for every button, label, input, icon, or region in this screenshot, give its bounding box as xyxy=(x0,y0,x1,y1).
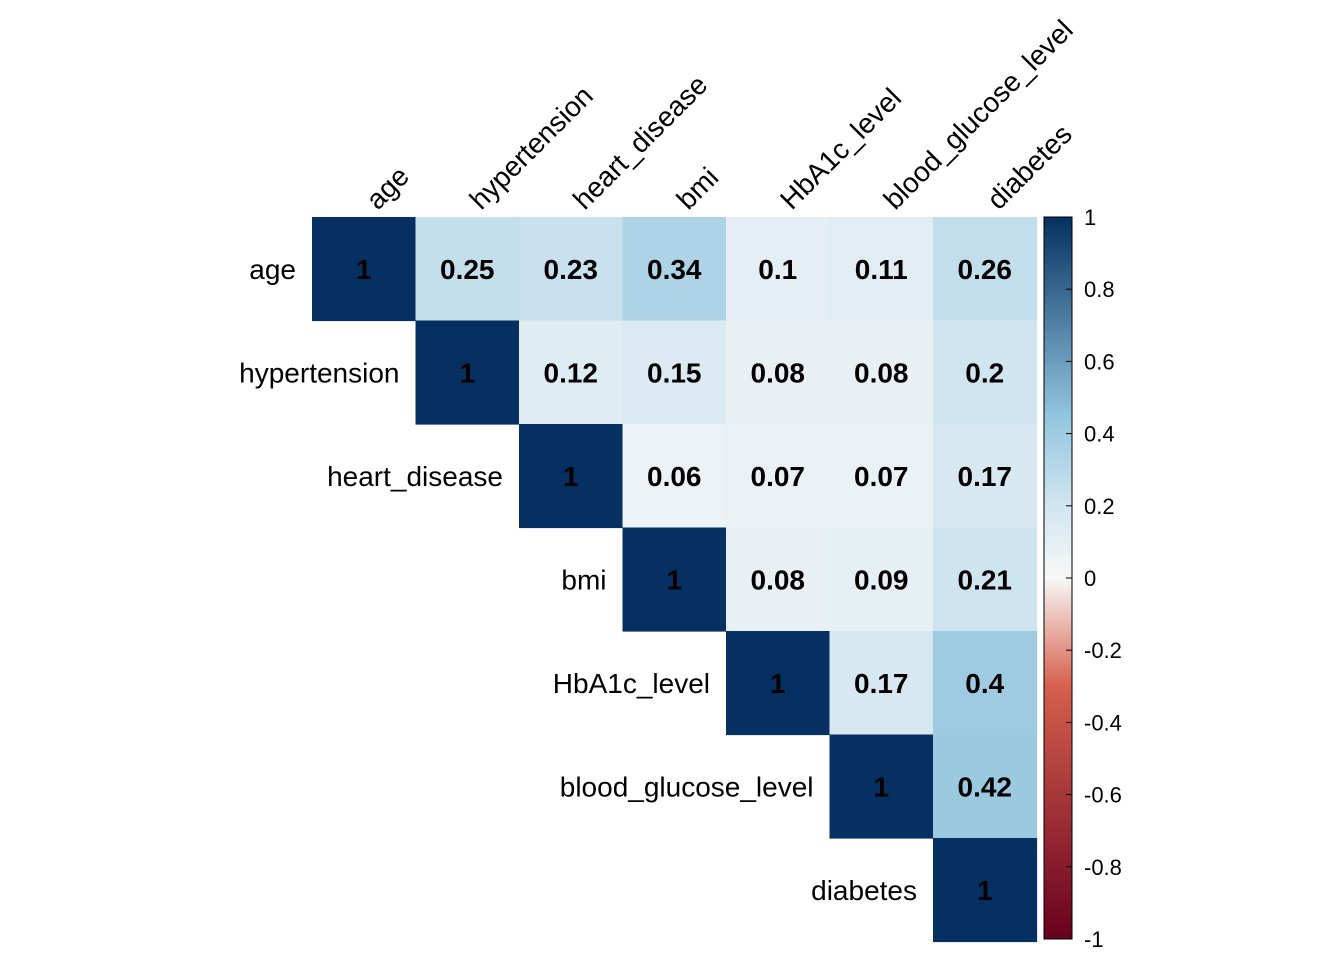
row-label-heart_disease: heart_disease xyxy=(327,461,503,492)
heatmap-cell-age-blood_glucose_level xyxy=(829,217,934,322)
row-label-HbA1c_level: HbA1c_level xyxy=(553,668,710,699)
cell-value-hypertension-blood_glucose_level: 0.08 xyxy=(854,357,909,388)
cell-value-age-bmi: 0.34 xyxy=(647,254,702,285)
column-label-blood_glucose_level: blood_glucose_level xyxy=(878,14,1079,215)
cell-value-age-HbA1c_level: 0.1 xyxy=(758,254,797,285)
heatmap-cell-hypertension-HbA1c_level xyxy=(726,320,831,425)
cell-value-age-age: 1 xyxy=(356,254,372,285)
colorbar: 1 0.8 0.6 0.4 0.2 0 -0.2 -0.4 -0.6 -0.8 -1 xyxy=(1043,205,1122,952)
heatmap-cell-heart_disease-diabetes xyxy=(933,424,1038,529)
cell-value-age-diabetes: 0.26 xyxy=(958,254,1013,285)
heatmap-cell-bmi-bmi xyxy=(622,527,727,632)
row-label-bmi: bmi xyxy=(561,564,606,595)
colorbar-tick-label: 0.2 xyxy=(1084,494,1115,519)
cell-value-HbA1c_level-blood_glucose_level: 0.17 xyxy=(854,668,909,699)
cell-value-hypertension-bmi: 0.15 xyxy=(647,357,702,388)
heatmap-cells: 1 0.25 0.23 0.34 0.1 0.11 0.26 1 0.12 0.15 0.08 0.0… xyxy=(312,217,1038,943)
heatmap-cell-blood_glucose_level-blood_glucose_level xyxy=(829,734,934,839)
cell-value-bmi-blood_glucose_level: 0.09 xyxy=(854,564,909,595)
heatmap-cell-heart_disease-HbA1c_level xyxy=(726,424,831,529)
colorbar-ticks: 1 0.8 0.6 0.4 0.2 0 -0.2 -0.4 -0.6 -0.8 -1 xyxy=(1066,205,1122,952)
cell-value-bmi-bmi: 1 xyxy=(666,564,682,595)
heatmap-cell-heart_disease-blood_glucose_level xyxy=(829,424,934,529)
cell-value-hypertension-HbA1c_level: 0.08 xyxy=(751,357,806,388)
row-label-diabetes: diabetes xyxy=(811,875,917,906)
row-label-blood_glucose_level: blood_glucose_level xyxy=(560,771,814,802)
heatmap-cell-hypertension-blood_glucose_level xyxy=(829,320,934,425)
cell-value-age-heart_disease: 0.23 xyxy=(544,254,599,285)
heatmap-cell-hypertension-diabetes xyxy=(933,320,1038,425)
cell-value-blood_glucose_level-diabetes: 0.42 xyxy=(958,771,1013,802)
cell-value-hypertension-diabetes: 0.2 xyxy=(965,357,1004,388)
cell-value-bmi-diabetes: 0.21 xyxy=(958,564,1013,595)
cell-value-HbA1c_level-diabetes: 0.4 xyxy=(965,668,1004,699)
colorbar-tick-label: 0.4 xyxy=(1084,422,1115,447)
heatmap-cell-bmi-blood_glucose_level xyxy=(829,527,934,632)
heatmap-cell-bmi-diabetes xyxy=(933,527,1038,632)
colorbar-tick-label: -0.6 xyxy=(1084,783,1122,808)
cell-value-bmi-HbA1c_level: 0.08 xyxy=(751,564,806,595)
row-label-hypertension: hypertension xyxy=(239,357,399,388)
heatmap-cell-diabetes-diabetes xyxy=(933,838,1038,943)
heatmap-cell-age-HbA1c_level xyxy=(726,217,831,322)
cell-value-heart_disease-HbA1c_level: 0.07 xyxy=(751,461,806,492)
colorbar-tick-label: 0.8 xyxy=(1084,277,1115,302)
cell-value-HbA1c_level-HbA1c_level: 1 xyxy=(770,668,786,699)
heatmap-cell-heart_disease-heart_disease xyxy=(519,424,624,529)
colorbar-tick-label: -1 xyxy=(1084,927,1104,952)
heatmap-cell-HbA1c_level-HbA1c_level xyxy=(726,631,831,736)
cell-value-heart_disease-diabetes: 0.17 xyxy=(958,461,1013,492)
colorbar-tick-label: 0.6 xyxy=(1084,349,1115,374)
cell-value-heart_disease-blood_glucose_level: 0.07 xyxy=(854,461,909,492)
column-label-diabetes: diabetes xyxy=(981,118,1078,215)
heatmap-cell-HbA1c_level-diabetes xyxy=(933,631,1038,736)
column-label-age: age xyxy=(360,160,415,215)
heatmap-cell-heart_disease-bmi xyxy=(622,424,727,529)
cell-value-hypertension-hypertension: 1 xyxy=(459,357,475,388)
colorbar-tick-label: -0.4 xyxy=(1084,710,1122,735)
heatmap-cell-age-bmi xyxy=(622,217,727,322)
cell-value-blood_glucose_level-blood_glucose_level: 1 xyxy=(873,771,889,802)
heatmap-cell-HbA1c_level-blood_glucose_level xyxy=(829,631,934,736)
column-label-bmi: bmi xyxy=(671,161,725,215)
heatmap-cell-hypertension-heart_disease xyxy=(519,320,624,425)
row-label-age: age xyxy=(249,254,296,285)
cell-value-age-blood_glucose_level: 0.11 xyxy=(855,254,908,285)
cell-value-age-hypertension: 0.25 xyxy=(440,254,495,285)
colorbar-tick-label: 0 xyxy=(1084,566,1096,591)
heatmap-cell-age-age xyxy=(312,217,417,322)
cell-value-heart_disease-heart_disease: 1 xyxy=(563,461,579,492)
cell-value-hypertension-heart_disease: 0.12 xyxy=(544,357,599,388)
heatmap-cell-hypertension-hypertension xyxy=(415,320,520,425)
heatmap-cell-age-hypertension xyxy=(415,217,520,322)
colorbar-tick-label: 1 xyxy=(1084,205,1096,230)
heatmap-cell-blood_glucose_level-diabetes xyxy=(933,734,1038,839)
colorbar-tick-label: -0.8 xyxy=(1084,855,1122,880)
heatmap-cell-bmi-HbA1c_level xyxy=(726,527,831,632)
heatmap-cell-hypertension-bmi xyxy=(622,320,727,425)
heatmap-cell-age-heart_disease xyxy=(519,217,624,322)
heatmap-cell-age-diabetes xyxy=(933,217,1038,322)
cell-value-diabetes-diabetes: 1 xyxy=(977,875,993,906)
cell-value-heart_disease-bmi: 0.06 xyxy=(647,461,702,492)
colorbar-tick-label: -0.2 xyxy=(1084,638,1122,663)
